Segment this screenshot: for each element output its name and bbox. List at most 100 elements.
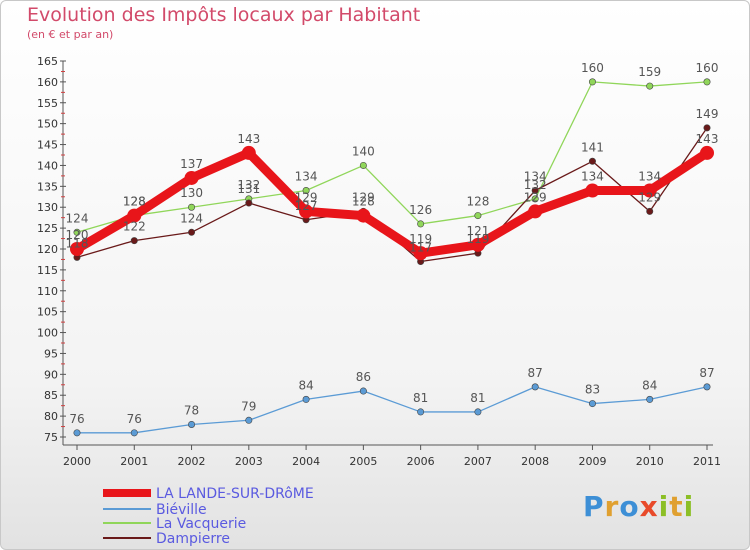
data-label: 137 (180, 157, 203, 171)
data-label: 159 (638, 65, 661, 79)
data-point (302, 187, 310, 195)
data-label: 134 (581, 170, 604, 184)
x-tick-label: 2001 (120, 455, 148, 468)
y-tick-label: 80 (44, 410, 58, 423)
data-label: 128 (123, 195, 146, 209)
y-tick-label: 105 (37, 306, 58, 319)
logo-letter: P (583, 490, 605, 523)
y-tick-label: 100 (37, 327, 58, 340)
data-label: 128 (466, 195, 489, 209)
data-label: 143 (237, 132, 260, 146)
data-point (474, 212, 482, 220)
data-label: 143 (696, 132, 719, 146)
data-label: 120 (66, 228, 89, 242)
data-label: 127 (295, 199, 318, 213)
data-point (585, 183, 600, 198)
series-line (72, 148, 712, 258)
data-label: 87 (699, 366, 714, 380)
y-tick-label: 75 (44, 431, 58, 444)
data-label: 129 (295, 190, 318, 204)
x-tick-label: 2007 (464, 455, 492, 468)
data-point (241, 145, 256, 160)
data-point (302, 395, 310, 403)
data-label: 118 (66, 236, 89, 250)
data-point (73, 429, 81, 437)
x-tick-label: 2009 (578, 455, 606, 468)
data-point (700, 145, 714, 160)
y-tick-label: 125 (37, 222, 58, 235)
data-label: 129 (352, 190, 375, 204)
data-label: 132 (237, 178, 260, 192)
chart-title: Evolution des Impôts locaux par Habitant (27, 4, 421, 26)
data-label: 132 (524, 178, 547, 192)
chart-subtitle: (en € et par an) (27, 28, 114, 41)
data-label: 126 (409, 203, 432, 217)
y-tick-label: 150 (37, 118, 58, 131)
data-point (245, 199, 253, 207)
data-point (359, 387, 367, 395)
data-label: 129 (524, 190, 547, 204)
data-point (130, 237, 138, 245)
data-point (299, 204, 314, 219)
data-point (588, 400, 596, 408)
data-point (588, 78, 596, 86)
logo-letter: x (639, 490, 659, 523)
y-tick-label: 85 (44, 389, 58, 402)
x-tick-label: 2002 (178, 455, 206, 468)
data-label: 76 (69, 412, 84, 426)
data-label: 119 (466, 232, 489, 246)
data-label: 84 (298, 378, 313, 392)
data-point (73, 228, 81, 236)
data-label: 79 (241, 399, 256, 413)
data-point (531, 187, 539, 195)
y-tick-label: 90 (44, 368, 58, 381)
data-label: 84 (642, 378, 657, 392)
data-label: 128 (123, 195, 146, 209)
x-tick-label: 2003 (235, 455, 263, 468)
data-point (245, 416, 253, 424)
data-label: 81 (413, 391, 428, 405)
y-tick-label: 160 (37, 76, 58, 89)
data-label: 86 (356, 370, 371, 384)
data-point (646, 82, 654, 90)
data-point (130, 429, 138, 437)
y-tick-label: 120 (37, 243, 58, 256)
data-point (184, 170, 199, 185)
y-tick-label: 130 (37, 201, 58, 214)
data-point (70, 242, 84, 256)
data-point (417, 408, 425, 416)
y-tick-label: 165 (37, 55, 58, 68)
data-label: 81 (470, 391, 485, 405)
data-point (642, 183, 657, 198)
data-point (356, 208, 371, 223)
data-label: 134 (638, 170, 661, 184)
x-tick-label: 2008 (521, 455, 549, 468)
data-label: 134 (524, 170, 547, 184)
data-label: 83 (585, 383, 600, 397)
proxiti-logo: Proxiti (583, 490, 694, 523)
data-label: 119 (409, 232, 432, 246)
y-tick-label: 110 (37, 285, 58, 298)
logo-letter: i (683, 490, 695, 523)
legend-label: La Vacquerie (156, 516, 246, 532)
data-point (417, 220, 425, 228)
y-tick-label: 155 (37, 97, 58, 110)
data-point (703, 124, 711, 132)
data-label: 140 (352, 144, 375, 158)
data-label: 117 (409, 241, 432, 255)
data-label: 131 (237, 182, 260, 196)
data-point (646, 207, 654, 215)
logo-letter: i (658, 490, 670, 523)
data-point (413, 246, 428, 261)
data-label: 160 (696, 61, 719, 75)
data-point (474, 408, 482, 416)
data-point (646, 395, 654, 403)
y-tick-label: 145 (37, 139, 58, 152)
x-tick-label: 2000 (63, 455, 91, 468)
legend-label: Dampierre (156, 531, 230, 547)
data-point (470, 237, 485, 252)
y-tick-label: 140 (37, 159, 58, 172)
data-point (188, 228, 196, 236)
data-point (528, 204, 543, 219)
